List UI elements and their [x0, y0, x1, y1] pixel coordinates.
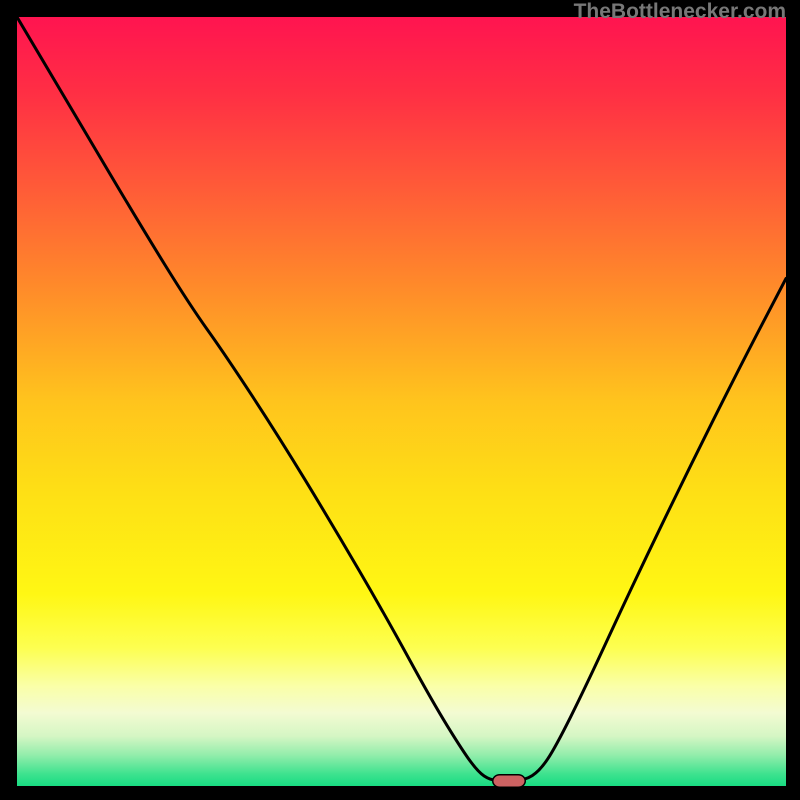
plot-area [17, 17, 786, 786]
chart-canvas: TheBottlenecker.com [0, 0, 800, 800]
watermark-text: TheBottlenecker.com [574, 0, 786, 24]
bottleneck-curve [17, 17, 786, 786]
optimal-marker [492, 774, 526, 788]
